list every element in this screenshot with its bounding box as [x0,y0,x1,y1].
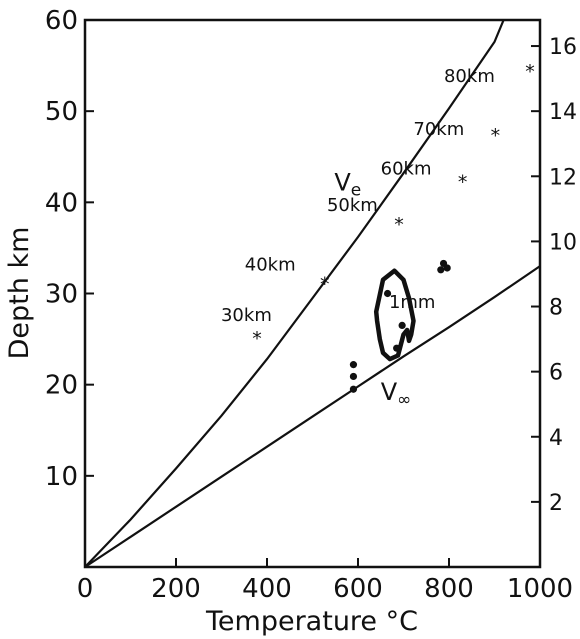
y2-tick-label: 2 [549,491,563,516]
y2-tick-label: 14 [549,100,577,125]
x-tick-label: 200 [151,574,201,604]
y-tick-label: 40 [45,188,78,218]
series-layer [84,19,541,568]
star-label: 40km [245,254,296,275]
x-axis-title: Temperature °C [205,606,418,637]
contour-label: 1mm [389,292,436,313]
y-axis-title: Depth km [4,227,35,360]
series-line-ve [84,19,505,568]
star-marker: * [491,125,501,147]
data-dot [349,385,358,393]
x-tick-label: 400 [242,574,292,604]
y2-tick-label: 10 [549,230,577,255]
star-marker: * [320,273,330,295]
star-label: 50km [327,195,378,216]
data-dot [383,289,392,298]
star-marker: * [252,328,262,350]
contour-layer [373,268,416,362]
data-dot [437,266,445,274]
y2-tick-label: 8 [549,296,563,321]
y-tick-label: 20 [45,371,78,401]
data-dot [443,264,451,272]
y-tick-labels: 10 20 30 40 50 60 [45,6,78,492]
star-marker: * [394,214,404,236]
axis-ticks [84,19,541,567]
data-dot [398,321,406,330]
y2-tick-label: 16 [549,35,577,60]
data-dot [349,361,358,369]
x-tick-label: 1000 [507,574,573,604]
x-tick-labels: 0 200 400 600 800 1000 [77,574,573,604]
data-dot [393,344,401,352]
y2-tick-label: 4 [549,426,563,451]
star-label: 30km [221,305,272,326]
x-tick-label: 600 [333,574,383,604]
star-label: 70km [413,119,464,140]
data-dot [349,372,358,381]
star-label: 80km [444,66,495,87]
series-label-ve: Ve [334,168,361,200]
y2-tick-labels: 2 4 6 8 10 12 14 16 [549,35,577,516]
plot-frame [83,18,542,569]
star-label: 60km [381,158,432,179]
points-layer: * * * * * * [252,61,535,393]
y2-tick-label: 6 [549,361,563,386]
series-line-vinf [84,265,541,568]
y-tick-label: 30 [45,280,78,310]
y2-tick-label: 12 [549,165,577,190]
x-tick-label: 800 [424,574,474,604]
y-tick-label: 50 [45,97,78,127]
y-tick-label: 60 [45,6,78,36]
contour-line [373,268,416,362]
star-marker: * [458,171,468,193]
series-label-vinf: V∞ [381,378,412,410]
x-tick-label: 0 [77,574,94,604]
star-marker: * [525,61,535,83]
y-tick-label: 10 [45,462,78,492]
